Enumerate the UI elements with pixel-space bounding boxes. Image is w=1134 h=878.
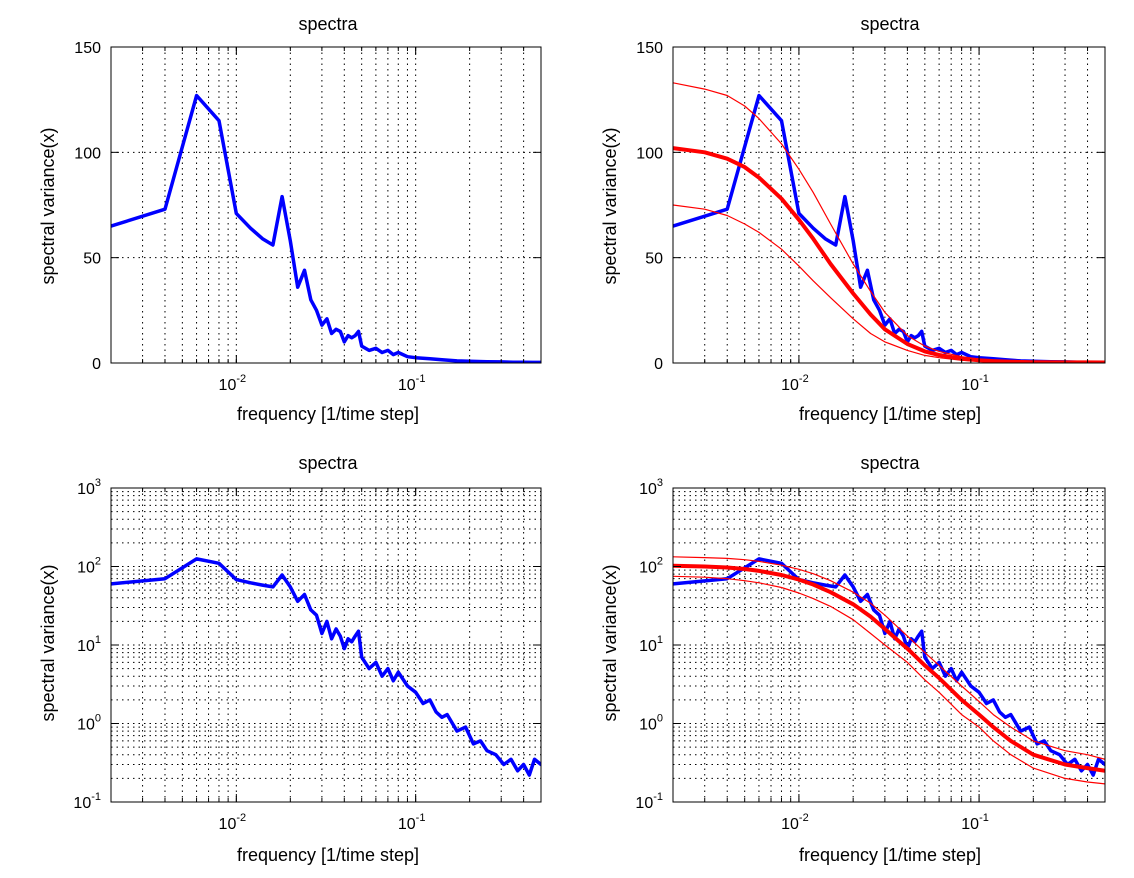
x-axis-label: frequency [1/time step] — [799, 845, 981, 865]
series-line-observed — [673, 557, 1105, 777]
panel-bottom-left: spectra frequency [1/time step] spectral… — [38, 453, 542, 865]
y-tick-label: 102 — [639, 556, 663, 577]
y-tick-label: 0 — [654, 356, 663, 373]
y-axis-label: spectral variance(x) — [38, 564, 58, 721]
x-axis-label: frequency [1/time step] — [237, 404, 419, 424]
chart-title: spectra — [860, 14, 920, 34]
y-axis-label: spectral variance(x) — [600, 564, 620, 721]
chart-title: spectra — [860, 453, 920, 473]
tick-marks — [111, 46, 541, 364]
y-axis-label: spectral variance(x) — [38, 127, 58, 284]
x-tick-label: 10-2 — [219, 812, 247, 833]
y-tick-label: 10-1 — [73, 791, 101, 812]
x-tick-label: 10-2 — [219, 373, 247, 394]
y-tick-label: 102 — [77, 556, 101, 577]
y-tick-label: 101 — [639, 634, 663, 655]
y-tick-label: 0 — [92, 356, 101, 373]
panel-top-left: spectra frequency [1/time step] spectral… — [38, 14, 542, 424]
x-axis-label: frequency [1/time step] — [799, 404, 981, 424]
grid — [111, 488, 541, 802]
grid — [673, 488, 1105, 802]
series-line-upper-bound — [673, 556, 1105, 760]
chart-title: spectra — [298, 14, 358, 34]
series-group — [111, 557, 541, 777]
tick-marks — [111, 487, 541, 803]
y-tick-label: 50 — [83, 251, 101, 268]
y-tick-label: 150 — [636, 40, 663, 57]
x-tick-label: 10-2 — [781, 373, 809, 394]
axes-frame — [110, 46, 542, 364]
y-tick-label: 100 — [639, 713, 663, 734]
x-tick-label: 10-1 — [961, 373, 989, 394]
series-line-lower-bound — [673, 575, 1105, 785]
y-tick-label: 10-1 — [635, 791, 663, 812]
axes-frame — [672, 46, 1106, 364]
y-tick-label: 150 — [74, 40, 101, 57]
x-tick-label: 10-2 — [781, 812, 809, 833]
y-tick-label: 50 — [645, 251, 663, 268]
series-line-observed — [111, 93, 541, 363]
tick-marks — [673, 487, 1105, 803]
y-tick-label: 101 — [77, 634, 101, 655]
series-line-observed — [111, 557, 541, 777]
grid — [673, 47, 1105, 363]
panel-bottom-right: spectra frequency [1/time step] spectral… — [600, 453, 1106, 865]
plot-background — [673, 47, 1105, 363]
grid — [111, 47, 541, 363]
series-group — [673, 82, 1105, 363]
plot-background — [111, 47, 541, 363]
y-tick-label: 100 — [77, 713, 101, 734]
panel-top-right: spectra frequency [1/time step] spectral… — [600, 14, 1106, 424]
chart-title: spectra — [298, 453, 358, 473]
y-tick-label: 100 — [74, 145, 101, 162]
y-tick-label: 100 — [636, 145, 663, 162]
x-axis-label: frequency [1/time step] — [237, 845, 419, 865]
x-tick-label: 10-1 — [398, 812, 426, 833]
y-tick-label: 103 — [77, 477, 101, 498]
x-tick-label: 10-1 — [961, 812, 989, 833]
series-line-lower-bound — [673, 204, 1105, 363]
series-line-upper-bound — [673, 82, 1105, 363]
series-line-fit — [673, 563, 1105, 773]
x-tick-label: 10-1 — [398, 373, 426, 394]
y-tick-label: 103 — [639, 477, 663, 498]
series-group — [111, 93, 541, 363]
series-group — [673, 556, 1105, 785]
tick-marks — [673, 46, 1105, 364]
y-axis-label: spectral variance(x) — [600, 127, 620, 284]
